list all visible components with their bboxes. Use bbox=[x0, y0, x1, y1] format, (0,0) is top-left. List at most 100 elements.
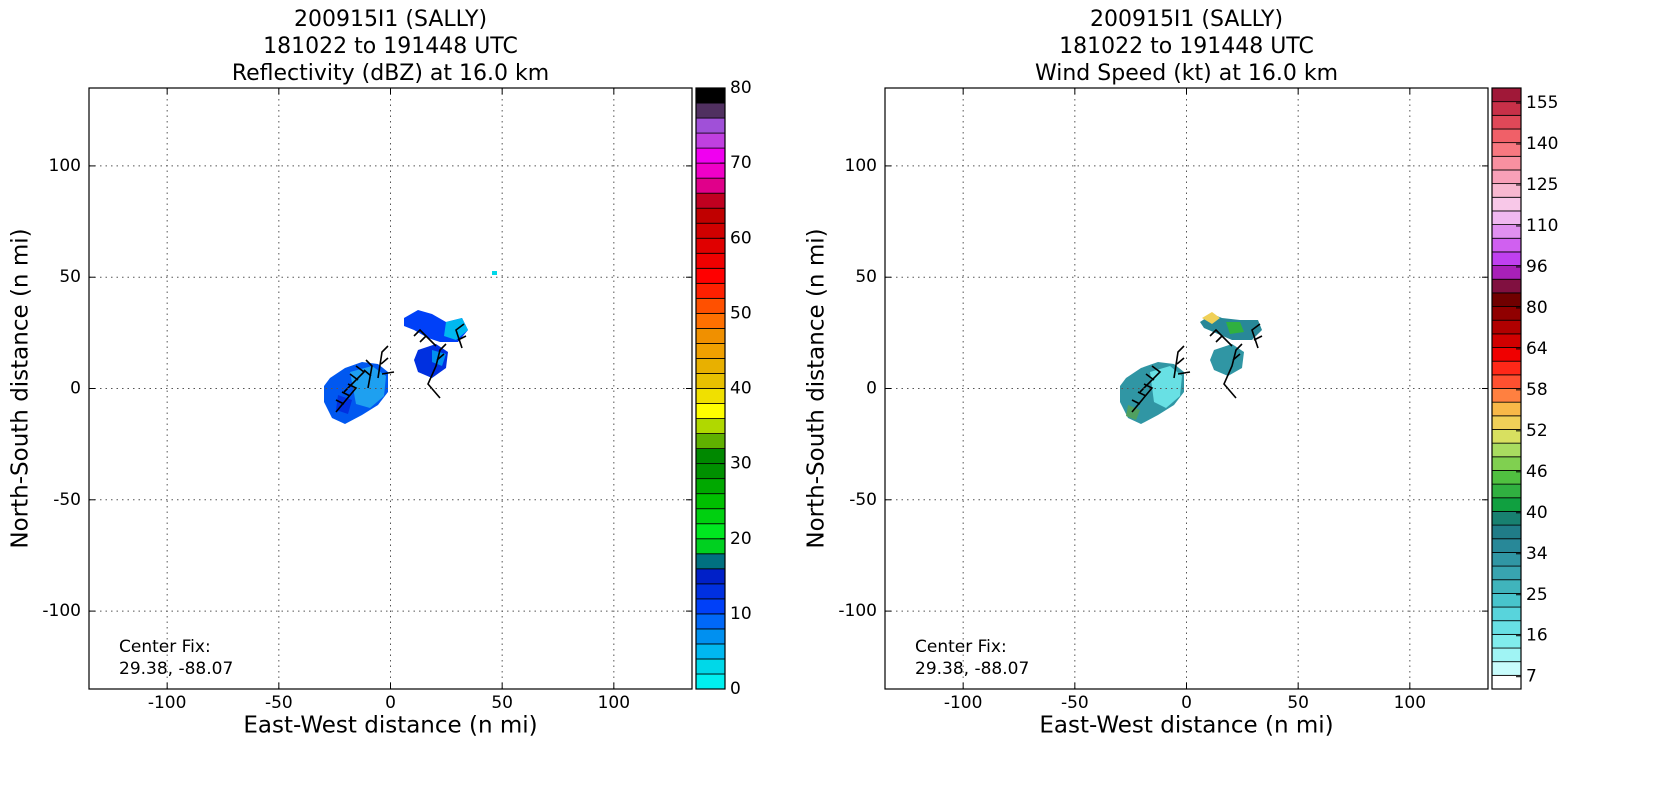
chart-title: 181022 to 191448 UTC bbox=[1059, 34, 1314, 59]
colorbar-segment bbox=[1491, 265, 1522, 280]
colorbar-tick-label: 140 bbox=[1526, 134, 1558, 154]
center-fix-note: Center Fix: bbox=[915, 637, 1007, 657]
colorbar-segment bbox=[695, 312, 726, 329]
colorbar-segment bbox=[1491, 511, 1522, 526]
colorbar-segment bbox=[695, 373, 726, 389]
colorbar-segment bbox=[695, 87, 726, 104]
colorbar-segment bbox=[1491, 251, 1522, 266]
colorbar-tick-label: 16 bbox=[1526, 626, 1548, 646]
center-fix-note: Center Fix: bbox=[119, 637, 211, 657]
colorbar-tick-label: 20 bbox=[730, 529, 752, 549]
x-tick-label: -100 bbox=[148, 693, 187, 713]
colorbar-segment bbox=[695, 673, 726, 690]
colorbar-segment bbox=[695, 132, 726, 149]
colorbar-segment bbox=[695, 628, 726, 645]
x-tick-label: 50 bbox=[1287, 693, 1309, 713]
echo-field bbox=[1120, 312, 1262, 424]
colorbar-segment bbox=[695, 568, 726, 585]
colorbar-segment bbox=[1491, 497, 1522, 512]
colorbar-segment bbox=[695, 643, 726, 660]
colorbar-segment bbox=[1491, 224, 1522, 239]
colorbar-segment bbox=[1491, 319, 1522, 335]
colorbar-segment bbox=[1491, 647, 1522, 663]
colorbar-segment bbox=[1491, 374, 1522, 389]
y-tick-label: -100 bbox=[42, 601, 81, 621]
colorbar-segment bbox=[695, 343, 726, 359]
x-tick-label: 100 bbox=[1394, 693, 1426, 713]
plot-frame bbox=[88, 87, 693, 690]
colorbar-tick-label: 96 bbox=[1526, 257, 1548, 277]
colorbar-segment bbox=[695, 177, 726, 194]
colorbar-frame bbox=[1491, 87, 1522, 690]
colorbar-tick-label: 58 bbox=[1526, 380, 1548, 400]
colorbar-tick-label: 10 bbox=[730, 604, 752, 624]
colorbar-segment bbox=[1491, 592, 1522, 608]
colorbar-tick-label: 46 bbox=[1526, 462, 1548, 482]
colorbar-segment bbox=[1491, 606, 1522, 622]
colorbar-segment bbox=[695, 327, 726, 344]
colorbar-segment bbox=[695, 192, 726, 209]
x-tick-label: 100 bbox=[598, 693, 630, 713]
chart-title: Reflectivity (dBZ) at 16.0 km bbox=[232, 61, 549, 86]
colorbar-segment bbox=[695, 207, 726, 224]
colorbar-tick-label: 25 bbox=[1526, 585, 1548, 605]
colorbar-tick-label: 60 bbox=[730, 228, 752, 248]
colorbar-segment bbox=[1491, 456, 1522, 471]
colorbar-segment bbox=[695, 147, 726, 164]
colorbar-segment bbox=[695, 162, 726, 179]
x-tick-label: -50 bbox=[1061, 693, 1089, 713]
colorbar-segment bbox=[1491, 470, 1522, 485]
colorbar-segment bbox=[695, 297, 726, 314]
colorbar-segment bbox=[1491, 155, 1522, 171]
wind-barbs bbox=[335, 323, 1263, 413]
colorbar-segment bbox=[695, 252, 726, 269]
colorbar-tick-label: 0 bbox=[730, 679, 741, 699]
colorbar-segment bbox=[695, 448, 726, 465]
colorbar-segment bbox=[1491, 620, 1522, 635]
colorbar-segment bbox=[1491, 333, 1522, 348]
colorbar-segment bbox=[1491, 278, 1522, 294]
colorbar-segment bbox=[695, 583, 726, 600]
colorbar-segment bbox=[695, 358, 726, 374]
x-axis-label: East-West distance (n mi) bbox=[1039, 713, 1333, 739]
colorbar-segment bbox=[695, 658, 726, 675]
colorbar-segment bbox=[1491, 524, 1522, 540]
colorbar-segment bbox=[1491, 429, 1522, 444]
colorbar-segment bbox=[1491, 237, 1522, 253]
colorbar-tick-label: 64 bbox=[1526, 339, 1548, 359]
colorbar-tick-label: 40 bbox=[730, 379, 752, 399]
colorbar-segment bbox=[1491, 661, 1522, 676]
colorbar-segment bbox=[1491, 347, 1522, 362]
colorbar-segment bbox=[1491, 210, 1522, 225]
y-axis-label: North-South distance (n mi) bbox=[8, 228, 34, 548]
colorbar-segment bbox=[1491, 183, 1522, 198]
colorbar-tick-label: 40 bbox=[1526, 503, 1548, 523]
colorbar-segment bbox=[695, 433, 726, 450]
colorbar-segment bbox=[695, 403, 726, 419]
y-tick-label: -50 bbox=[849, 490, 877, 510]
y-tick-label: 0 bbox=[866, 379, 877, 399]
chart-title: 200915I1 (SALLY) bbox=[1090, 7, 1283, 32]
colorbar-segment bbox=[1491, 101, 1522, 116]
colorbar-segment bbox=[695, 463, 726, 480]
y-axis-label: North-South distance (n mi) bbox=[804, 228, 830, 548]
x-tick-label: -50 bbox=[265, 693, 293, 713]
colorbar-segment bbox=[1491, 169, 1522, 185]
colorbar-segment bbox=[1491, 565, 1522, 581]
colorbar-segment bbox=[1491, 415, 1522, 430]
colorbar-segment bbox=[695, 117, 726, 134]
center-fix-note: 29.38, -88.07 bbox=[915, 659, 1029, 679]
colorbar-segment bbox=[1491, 128, 1522, 144]
x-tick-label: -100 bbox=[944, 693, 983, 713]
colorbar-segment bbox=[695, 237, 726, 254]
colorbar-segment bbox=[695, 613, 726, 630]
colorbar-tick-label: 80 bbox=[1526, 298, 1548, 318]
center-fix-note: 29.38, -88.07 bbox=[119, 659, 233, 679]
colorbar-segment bbox=[1491, 360, 1522, 376]
colorbar-segment bbox=[695, 538, 726, 555]
colorbar-segment bbox=[695, 508, 726, 525]
colorbar-segment bbox=[695, 388, 726, 404]
colorbar-segment bbox=[1491, 483, 1522, 499]
colorbar-tick-label: 34 bbox=[1526, 544, 1548, 564]
y-tick-label: 100 bbox=[845, 156, 877, 176]
